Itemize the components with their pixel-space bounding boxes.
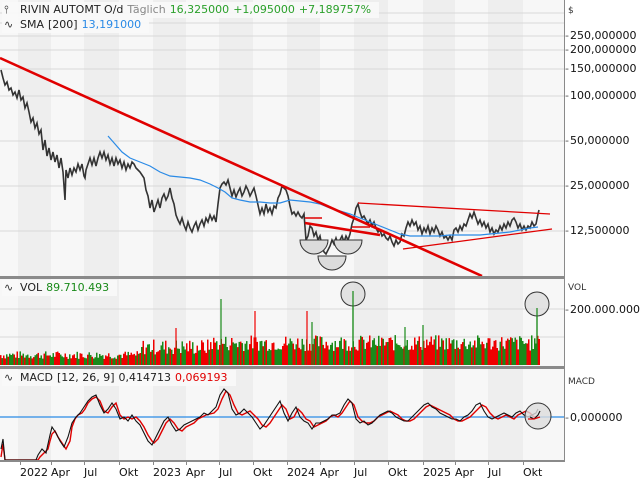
macd-value: 0,414713 xyxy=(118,371,172,384)
volume-tick: 200.000.000 xyxy=(565,304,640,316)
volume-axis[interactable]: VOL 200.000.000 xyxy=(565,279,640,366)
neckline-segment xyxy=(304,221,381,237)
price-tick: 250,000000 xyxy=(565,30,636,42)
time-tick: Apr xyxy=(320,462,340,479)
sma-label: SMA xyxy=(20,18,44,31)
macd-line xyxy=(0,388,539,460)
time-tick: Apr xyxy=(455,462,475,479)
macd-legend: ∿ MACD [12, 26, 9] 0,414713 0,069193 xyxy=(2,370,236,386)
price-tick: 12,500000 xyxy=(565,225,630,237)
volume-chart-panel[interactable]: ∿ VOL 89.710.493 xyxy=(0,279,565,369)
time-tick: Jul xyxy=(219,462,233,479)
candle-icon: ⫯ xyxy=(4,3,9,16)
time-tick: Apr xyxy=(51,462,71,479)
indicator-wave-icon: ∿ xyxy=(4,371,14,384)
indicator-wave-icon: ∿ xyxy=(4,281,14,294)
price-change: +1,095000 xyxy=(233,3,295,16)
volume-value: 89.710.493 xyxy=(46,281,110,294)
price-tick: 150,000000 xyxy=(565,63,636,75)
macd-axis-unit: MACD xyxy=(568,377,595,387)
macd-axis[interactable]: MACD 0,000000 xyxy=(565,369,640,460)
time-tick: 2023 xyxy=(153,462,181,479)
volume-legend: ∿ VOL 89.710.493 xyxy=(2,280,118,296)
macd-params: [12, 26, 9] xyxy=(56,371,115,384)
volume-bars xyxy=(0,335,539,365)
price-chart-canvas xyxy=(0,0,564,276)
price-axis[interactable]: $ 250,000000 200,000000 150,000000 100,0… xyxy=(565,0,640,276)
price-axis-unit: $ xyxy=(568,6,574,16)
sma-period: [200] xyxy=(48,18,78,31)
symbol-name: RIVIN AUTOMT O/d xyxy=(20,3,124,16)
signal-line xyxy=(0,389,538,460)
time-tick: Okt xyxy=(388,462,408,479)
price-line xyxy=(0,69,540,256)
time-tick: Okt xyxy=(523,462,543,479)
triangle-lower-line xyxy=(402,228,553,250)
sma-legend: ∿ SMA [200] 13,191000 xyxy=(2,17,150,33)
volume-chart-canvas xyxy=(0,279,564,366)
inverse-head-shoulders-markers xyxy=(299,239,363,271)
time-tick: Apr xyxy=(186,462,206,479)
last-price: 16,325000 xyxy=(169,3,230,16)
time-axis[interactable]: 2022 Apr Jul Okt 2023 Apr Jul Okt 2024 A… xyxy=(0,462,564,480)
time-tick: 2024 xyxy=(287,462,315,479)
indicator-wave-icon: ∿ xyxy=(4,18,14,31)
signal-value: 0,069193 xyxy=(175,371,228,384)
price-tick: 100,000000 xyxy=(565,90,636,102)
volume-axis-unit: VOL xyxy=(568,283,587,293)
interval-label: Täglich xyxy=(127,3,166,16)
time-tick: Jul xyxy=(354,462,368,479)
price-change-pct: +7,189757% xyxy=(298,3,372,16)
time-tick: 2025 xyxy=(423,462,451,479)
time-tick: Okt xyxy=(119,462,139,479)
triangle-upper-line xyxy=(357,202,551,215)
time-tick: Jul xyxy=(84,462,98,479)
sma-200-line xyxy=(107,135,539,237)
price-legend: ⫯ RIVIN AUTOMT O/d Täglich 16,325000 +1,0950… xyxy=(2,2,380,18)
time-tick: Jul xyxy=(488,462,502,479)
macd-tick: 0,000000 xyxy=(565,412,623,424)
price-tick: 200,000000 xyxy=(565,44,636,56)
time-tick: 2022 xyxy=(20,462,48,479)
grid-bands xyxy=(18,0,523,276)
downtrend-line xyxy=(0,56,483,276)
macd-chart-panel[interactable]: ∿ MACD [12, 26, 9] 0,414713 0,069193 xyxy=(0,369,565,462)
price-tick: 50,000000 xyxy=(565,135,630,147)
macd-crossover-marker xyxy=(524,402,552,430)
volume-label: VOL xyxy=(20,281,43,294)
price-chart-panel[interactable]: ⫯ RIVIN AUTOMT O/d Täglich 16,325000 +1,0950… xyxy=(0,0,565,279)
sma-value: 13,191000 xyxy=(81,18,142,31)
time-tick: Okt xyxy=(253,462,273,479)
macd-label: MACD xyxy=(20,371,53,384)
price-tick: 25,000000 xyxy=(565,180,630,192)
